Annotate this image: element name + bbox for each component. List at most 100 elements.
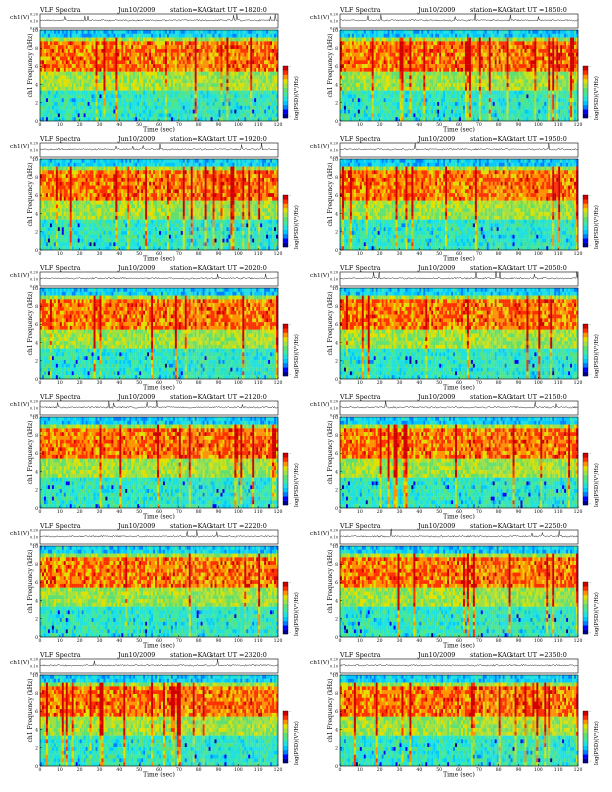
spectrogram-cell <box>395 83 398 88</box>
spectrogram-cell <box>429 79 432 84</box>
spectrogram-cells <box>40 30 279 122</box>
colorbar <box>282 65 289 119</box>
spectrogram-cell <box>87 102 90 106</box>
spectrogram-cell <box>139 90 142 95</box>
spectrogram-cell <box>532 41 535 46</box>
spectrogram-cell <box>210 67 213 72</box>
spectrogram-cell <box>459 37 462 42</box>
spectrogram-cell <box>162 102 166 106</box>
spectrogram-cell <box>139 45 142 50</box>
spectrogram-cell <box>256 60 259 65</box>
spectrogram-cell <box>466 67 470 72</box>
spectrogram-cell <box>111 30 114 34</box>
spectrogram-cell <box>258 52 261 57</box>
spectrogram-cell <box>556 79 559 84</box>
spectrogram-cell <box>343 90 347 95</box>
spectrogram-cell <box>260 109 263 114</box>
spectrogram-cell <box>40 33 43 38</box>
spectrogram-cell <box>147 94 150 99</box>
spectrogram-cell <box>415 52 418 57</box>
x-tick-label: 50 <box>136 122 142 128</box>
spectrogram-cell <box>274 45 277 50</box>
spectrogram-cell <box>196 30 199 34</box>
spectrogram-cell <box>145 83 148 88</box>
spectrogram-cell <box>196 83 199 88</box>
spectrogram-cell <box>514 60 517 65</box>
spectrogram-cell <box>415 79 418 84</box>
spectrogram-cell <box>71 30 74 34</box>
spectrogram-cell <box>220 30 223 34</box>
spectrogram-cell <box>147 33 150 38</box>
spectrogram-cell <box>89 67 92 72</box>
spectrogram-cell <box>188 75 191 80</box>
spectrogram-cell <box>562 71 565 76</box>
spectrogram-cell <box>576 30 579 34</box>
spectrogram-cell <box>546 71 549 76</box>
spectrogram-cell <box>81 86 84 91</box>
spectrogram-cell <box>393 71 396 76</box>
spectrogram-cell <box>97 67 100 72</box>
spectrogram-cell <box>377 48 380 53</box>
spectrogram-cell <box>226 94 229 99</box>
spectrogram-cell <box>87 48 90 53</box>
spectrogram-cell <box>343 64 347 69</box>
spectrogram-cell <box>232 67 235 72</box>
spectrogram-cell <box>131 48 134 53</box>
spectrogram-cell <box>244 41 247 46</box>
spectrogram-cell <box>222 94 225 99</box>
spectrogram-cell <box>468 86 472 91</box>
spectrogram-cell <box>276 105 279 110</box>
spectrogram-cell <box>77 83 80 88</box>
spectrogram-cell <box>55 45 58 50</box>
spectrogram-cell <box>264 60 267 65</box>
spectrogram-cell <box>274 56 277 61</box>
spectrogram-cell <box>574 75 577 80</box>
spectrogram-cell <box>385 67 388 72</box>
spectrogram-cell <box>451 56 454 61</box>
spectrogram-cell <box>83 71 86 76</box>
spectrogram-cell <box>464 37 468 42</box>
spectrogram-cell <box>409 52 412 57</box>
spectrogram-cell <box>202 52 205 57</box>
spectrogram-cell <box>494 71 497 76</box>
spectrogram-cell <box>260 98 263 103</box>
spectrogram-cell <box>474 60 477 65</box>
spectrogram-cell <box>194 33 197 38</box>
spectrogram-cell <box>133 60 136 65</box>
spectrogram-cell <box>468 45 472 50</box>
spectrogram-cell <box>166 48 170 53</box>
spectrogram-cell <box>423 30 426 34</box>
spectrogram-cell <box>63 105 66 110</box>
spectrogram-cell <box>530 37 533 42</box>
spectrogram-cell <box>93 94 96 99</box>
spectrogram-cell <box>141 102 144 106</box>
spectrogram-cell <box>59 94 62 99</box>
spectrogram-cell <box>53 117 57 122</box>
spectrogram-cell <box>411 60 414 65</box>
spectrogram-cell <box>536 33 539 38</box>
spectrogram-cell <box>403 56 406 61</box>
spectrogram-cell <box>127 64 130 69</box>
spectrogram-cell <box>107 52 110 57</box>
spectrogram-cell <box>182 67 185 72</box>
spectrogram-cell <box>459 67 462 72</box>
spectrogram-cell <box>375 83 378 88</box>
spectrogram-cell <box>47 83 51 88</box>
spectrogram-cell <box>131 41 134 46</box>
spectrogram-cell <box>49 102 53 106</box>
spectrogram-cell <box>83 102 86 106</box>
spectrogram-cell <box>226 102 229 106</box>
spectrogram-cell <box>139 60 142 65</box>
spectrogram-cell <box>45 41 49 46</box>
spectrogram-cell <box>208 33 211 38</box>
spectrogram-cell <box>433 86 436 91</box>
x-axis-label: Time (sec) <box>143 127 175 133</box>
spectrogram-cell <box>234 33 237 38</box>
spectrogram-cell <box>67 48 70 53</box>
spectrogram-cell <box>476 48 479 53</box>
spectrogram-cell <box>343 52 347 57</box>
spectrogram-cell <box>399 71 402 76</box>
spectrogram-cell <box>264 75 267 80</box>
spectrogram-cell <box>151 48 154 53</box>
spectrogram-cell <box>238 79 241 84</box>
